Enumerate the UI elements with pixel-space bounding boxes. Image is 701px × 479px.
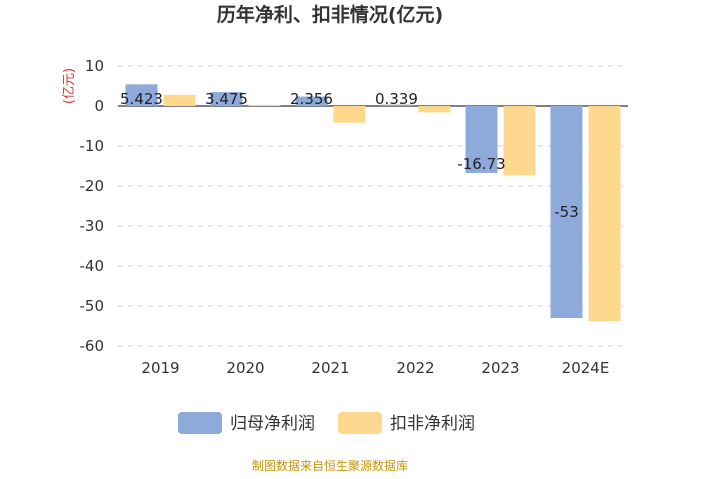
source-note: 制图数据来自恒生聚源数据库 [252, 458, 408, 473]
data-label: 3.475 [205, 90, 248, 108]
bar-deducted-net-profit [418, 106, 451, 113]
bar-parent-net-profit [210, 92, 243, 106]
bar-parent-net-profit [550, 106, 583, 318]
data-labels: 5.423 3.475 2.356 0.339 -16.73 -53 [120, 90, 579, 221]
y-tick-label: 10 [85, 57, 104, 75]
bar-parent-net-profit [295, 96, 328, 106]
y-axis-ticks: 10 0 -10 -20 -30 -40 -50 -60 [80, 57, 105, 355]
bar-parent-net-profit [380, 104, 413, 106]
y-tick-label: -60 [80, 337, 105, 355]
x-tick-label: 2023 [481, 359, 519, 377]
bar-deducted-net-profit [588, 106, 621, 322]
legend: 归母净利润 扣非净利润 [178, 412, 475, 434]
x-tick-label: 2024E [562, 359, 610, 377]
legend-label: 扣非净利润 [390, 414, 475, 434]
bar-deducted-net-profit [163, 94, 196, 106]
y-tick-label: -50 [80, 297, 105, 315]
y-tick-label: 0 [94, 97, 104, 115]
grid-lines [118, 65, 628, 347]
bar-parent-net-profit [465, 106, 498, 173]
x-tick-label: 2022 [396, 359, 434, 377]
x-tick-label: 2020 [226, 359, 264, 377]
chart-title: 历年净利、扣非情况(亿元) [217, 3, 443, 26]
x-axis-ticks: 2019 2020 2021 2022 2023 2024E [141, 359, 609, 377]
bar-deducted-net-profit [503, 106, 536, 176]
y-tick-label: -40 [80, 257, 105, 275]
y-tick-label: -30 [80, 217, 105, 235]
data-label: 5.423 [120, 90, 163, 108]
y-tick-label: -20 [80, 177, 105, 195]
x-tick-label: 2019 [141, 359, 179, 377]
data-label: 0.339 [375, 90, 418, 108]
data-label: 2.356 [290, 90, 333, 108]
legend-swatch [178, 412, 222, 434]
bars [125, 84, 621, 322]
bar-parent-net-profit [125, 84, 158, 106]
data-label: -53 [554, 203, 579, 221]
x-tick-label: 2021 [311, 359, 349, 377]
bar-deducted-net-profit [248, 104, 281, 106]
data-label: -16.73 [457, 155, 505, 173]
y-tick-label: -10 [80, 137, 105, 155]
legend-label: 归母净利润 [230, 414, 315, 434]
y-axis-label: (亿元) [62, 68, 77, 104]
legend-swatch [338, 412, 382, 434]
bar-deducted-net-profit [333, 106, 366, 123]
